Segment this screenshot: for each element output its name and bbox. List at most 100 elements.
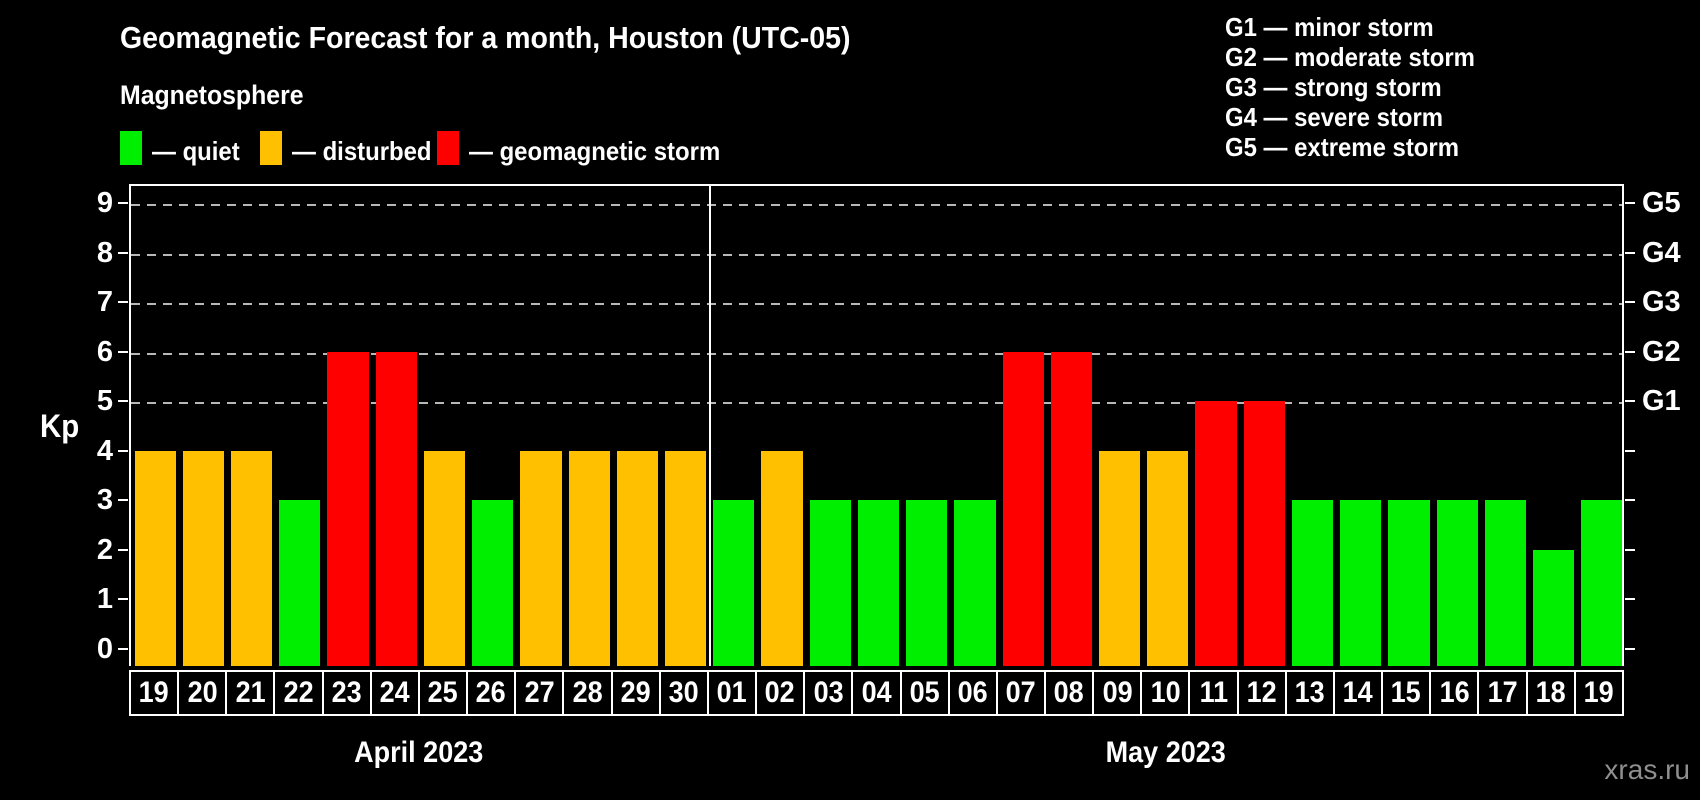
day-cell-label: 02 [765, 676, 796, 709]
gridline-kp-9 [131, 204, 1622, 206]
day-cell-label: 21 [235, 676, 266, 709]
magnetosphere-subtitle-text: Magnetosphere [120, 80, 304, 110]
gridline-kp-5 [131, 402, 1622, 404]
kp-bar-day-29 [616, 450, 658, 666]
day-cell-label: 22 [283, 676, 314, 709]
right-axis-label-G4: G4 [1642, 236, 1681, 269]
day-cell-08: 08 [1046, 672, 1095, 714]
day-cell-label: 27 [524, 676, 555, 709]
day-cell-label: 11 [1199, 676, 1228, 709]
page-title-text: Geomagnetic Forecast for a month, Housto… [120, 20, 851, 55]
day-cell-label: 23 [331, 676, 362, 709]
day-cell-label: 10 [1150, 676, 1181, 709]
y-tick-0 [118, 647, 128, 650]
day-cell-label: 16 [1439, 676, 1470, 709]
gridline-kp-6 [131, 352, 1622, 355]
y-tick-label-7: 7 [96, 286, 113, 318]
kp-bar-day-17 [1484, 500, 1527, 666]
right-tick-9 [1625, 202, 1635, 204]
day-cell-03: 03 [805, 672, 854, 714]
disturbed-legend-swatch [260, 131, 282, 165]
day-cell-09: 09 [1094, 672, 1143, 714]
g4-legend-text: G4 — severe storm [1225, 102, 1444, 132]
day-cell-label: 17 [1487, 676, 1518, 709]
y-tick-label-5: 5 [96, 385, 113, 417]
right-tick-3 [1625, 499, 1635, 501]
day-cell-15: 15 [1383, 672, 1432, 714]
y-tick-7 [118, 301, 128, 303]
kp-bar-day-23 [327, 351, 369, 666]
day-cell-16: 16 [1431, 672, 1480, 714]
quiet-legend-label-text: — quiet [152, 136, 240, 166]
y-tick-label-8: 8 [96, 236, 113, 269]
kp-bar-day-02 [761, 450, 803, 666]
right-tick-4 [1625, 449, 1635, 452]
day-cell-label: 14 [1342, 676, 1374, 709]
day-cell-23: 23 [324, 672, 372, 714]
kp-bar-day-05 [906, 500, 948, 666]
y-tick-9 [118, 202, 128, 204]
y-tick-8 [118, 251, 128, 254]
kp-bar-day-13 [1291, 500, 1334, 666]
gridline-kp-8 [131, 253, 1622, 256]
day-cell-label: 19 [1583, 676, 1614, 709]
gridline-kp-7 [131, 303, 1622, 305]
g3-legend-line: G3 — strong storm [1225, 72, 1497, 102]
day-cell-04: 04 [853, 672, 902, 714]
kp-bar-day-20 [182, 450, 224, 666]
kp-bar-day-15 [1388, 500, 1430, 666]
kp-bar-day-08 [1050, 351, 1092, 666]
day-cell-label: 18 [1535, 676, 1566, 709]
day-cell-28: 28 [564, 672, 613, 714]
day-cell-12: 12 [1239, 672, 1287, 714]
kp-bar-day-19 [134, 450, 176, 666]
day-cell-29: 29 [613, 672, 661, 714]
g4-legend-line: G4 — severe storm [1225, 102, 1497, 132]
kp-bar-day-04 [857, 500, 900, 666]
g5-legend-line: G5 — extreme storm [1225, 132, 1497, 162]
day-cell-21: 21 [227, 672, 276, 714]
day-cell-label: 06 [957, 676, 988, 709]
day-cell-06: 06 [950, 672, 998, 714]
right-axis-label-G1: G1 [1642, 385, 1681, 417]
kp-bar-day-28 [568, 450, 610, 666]
y-tick-label-2: 2 [96, 533, 113, 566]
day-cell-01: 01 [709, 672, 758, 714]
page-title: Geomagnetic Forecast for a month, Housto… [120, 20, 914, 56]
day-cell-19: 19 [1576, 672, 1622, 714]
right-axis-label-G5: G5 [1642, 187, 1681, 219]
storm-legend-swatch [437, 131, 459, 165]
day-cell-10: 10 [1142, 672, 1191, 714]
day-cell-label: 24 [379, 676, 410, 709]
day-cell-11: 11 [1190, 672, 1239, 714]
day-cell-18: 18 [1528, 672, 1576, 714]
day-cell-label: 20 [187, 676, 218, 709]
g2-legend-line: G2 — moderate storm [1225, 42, 1497, 72]
right-tick-6 [1625, 350, 1635, 353]
kp-bar-day-06 [954, 500, 996, 666]
day-cell-label: 01 [716, 676, 747, 709]
right-tick-1 [1625, 598, 1635, 600]
y-axis-title-text: Kp [40, 408, 80, 444]
watermark: xras.ru [1604, 754, 1690, 785]
plot-area [129, 184, 1624, 666]
day-cell-label: 13 [1294, 676, 1325, 709]
day-cell-14: 14 [1335, 672, 1384, 714]
kp-bar-day-10 [1147, 450, 1189, 666]
y-tick-3 [118, 499, 128, 501]
day-cell-27: 27 [516, 672, 565, 714]
right-tick-8 [1625, 251, 1635, 254]
y-tick-label-4: 4 [96, 434, 113, 467]
storm-legend-label: — geomagnetic storm [469, 136, 742, 167]
g5-legend-text: G5 — extreme storm [1225, 132, 1459, 162]
disturbed-legend-label-text: — disturbed [292, 136, 432, 166]
day-cell-label: 28 [572, 676, 603, 709]
day-cell-label: 03 [813, 676, 844, 709]
day-cell-22: 22 [275, 672, 324, 714]
y-tick-1 [118, 598, 128, 600]
day-cell-24: 24 [372, 672, 420, 714]
day-cell-13: 13 [1287, 672, 1335, 714]
g3-legend-text: G3 — strong storm [1225, 72, 1442, 102]
day-cell-label: 30 [668, 676, 699, 709]
